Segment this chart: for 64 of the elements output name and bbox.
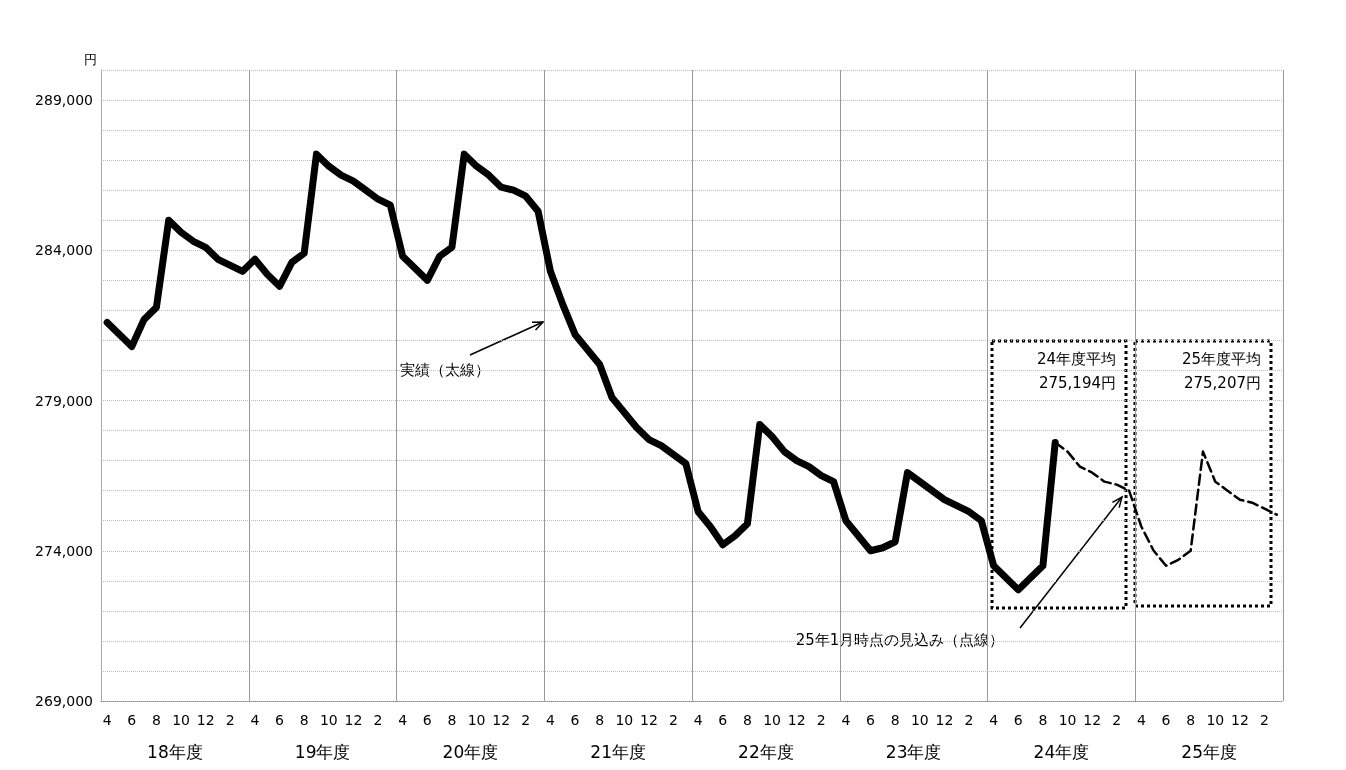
x-tick-label: 10	[1206, 712, 1225, 728]
text: 24年度	[1033, 741, 1090, 762]
text: 23年度	[885, 741, 942, 762]
x-tick-label: 12	[1083, 712, 1102, 728]
x-tick-label: 10	[1058, 712, 1077, 728]
text: 20年度	[442, 741, 499, 762]
annotation: 25年度平均 275,207円	[1181, 350, 1261, 392]
x-tick-label: 12	[196, 712, 215, 728]
x-tick-label: 2	[225, 712, 235, 728]
x-tick-label: 4	[545, 712, 555, 728]
x-tick-label: 6	[127, 712, 137, 728]
x-tick-label: 2	[964, 712, 974, 728]
x-tick-label: 2	[1260, 712, 1269, 728]
x-tick-label: 6	[866, 712, 876, 728]
x-tick-label: 4	[989, 712, 999, 728]
x-tick-label: 2	[1112, 712, 1122, 728]
x-tick-label: 6	[1013, 712, 1023, 728]
x-tick-label: 8	[1038, 712, 1048, 728]
y-axis-title: 円	[84, 52, 97, 67]
x-tick-label: 4	[1136, 712, 1146, 728]
x-tick-label: 2	[521, 712, 531, 728]
x-tick-label: 8	[890, 712, 900, 728]
x-tick-label: 12	[344, 712, 363, 728]
x-tick-label: 8	[1186, 712, 1196, 728]
y-tick-label: 279,000	[35, 392, 93, 409]
y-tick-label: 269,000	[35, 693, 93, 709]
x-tick-label: 6	[1161, 712, 1171, 728]
x-tick-label: 10	[319, 712, 338, 728]
x-tick-label: 2	[669, 712, 678, 728]
x-tick-label: 6	[275, 712, 285, 728]
x-tick-label: 12	[787, 712, 806, 728]
x-tick-label: 10	[763, 712, 781, 728]
x-tick-label: 8	[151, 712, 161, 728]
x-tick-label: 10	[615, 712, 634, 728]
x-tick-label: 4	[841, 712, 851, 728]
x-tick-label: 6	[422, 712, 432, 728]
text: 18年度	[147, 741, 203, 762]
y-tick-label: 284,000	[35, 242, 93, 259]
x-tick-label: 6	[570, 712, 580, 728]
x-tick-label: 4	[250, 712, 260, 728]
x-tick-label: 8	[447, 712, 457, 728]
x-tick-label: 10	[467, 712, 486, 728]
x-tick-label: 8	[299, 712, 309, 728]
x-tick-label: 10	[172, 712, 190, 728]
text: 21年度	[590, 741, 646, 762]
x-tick-label: 12	[935, 712, 954, 728]
x-tick-label: 12	[492, 712, 511, 728]
x-tick-label: 12	[1230, 712, 1249, 728]
text: 25年度	[1181, 741, 1237, 762]
x-tick-label: 10	[910, 712, 929, 728]
x-tick-label: 6	[718, 712, 728, 728]
text: 22年度	[738, 741, 794, 762]
x-tick-label: 8	[742, 712, 752, 728]
y-tick-label: 289,000	[35, 92, 93, 109]
x-tick-label: 12	[639, 712, 658, 728]
text: 19年度	[294, 741, 351, 762]
x-tick-label: 2	[373, 712, 383, 728]
x-tick-label: 4	[398, 712, 408, 728]
annotation: 24年度平均 275,194円	[1036, 350, 1116, 392]
y-tick-label: 274,000	[35, 542, 93, 559]
x-tick-label: 4	[693, 712, 703, 728]
x-tick-label: 8	[595, 712, 605, 728]
x-tick-label: 2	[816, 712, 826, 728]
x-tick-label: 4	[102, 712, 112, 728]
